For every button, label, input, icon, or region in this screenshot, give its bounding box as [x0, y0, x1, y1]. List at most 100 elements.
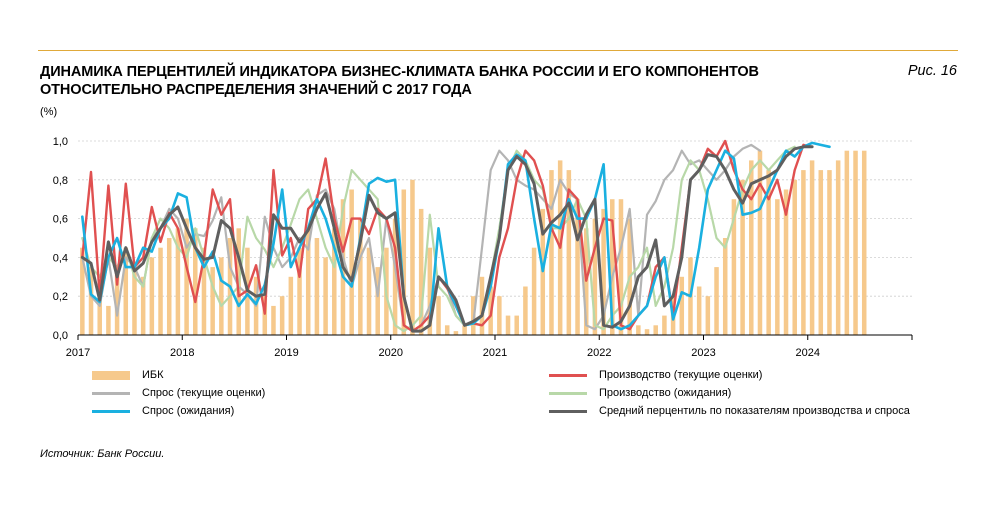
ibk-bar — [123, 247, 129, 335]
ibk-bar — [861, 150, 867, 335]
source-note: Источник: Банк России. — [40, 448, 165, 460]
ibk-bar — [549, 170, 554, 335]
ibk-bar — [271, 305, 276, 335]
legend-swatch-prod-expect — [549, 391, 587, 395]
legend-item-ibk: ИБК — [92, 369, 164, 381]
legend-label-demand-expect: Спрос (ожидания) — [142, 405, 235, 417]
y-tick-label: 0,8 — [53, 175, 68, 187]
x-tick-label: 2018 — [170, 347, 194, 359]
ibk-bar — [323, 257, 328, 335]
ibk-bar — [114, 267, 120, 335]
ibk-bar — [314, 238, 320, 335]
ibk-bar — [305, 228, 311, 335]
y-tick-label: 0,2 — [53, 291, 68, 303]
ibk-bars — [80, 150, 867, 335]
series-line-prod-expect — [81, 145, 796, 333]
ibk-bar — [505, 315, 511, 335]
ibk-bar — [210, 267, 215, 335]
ibk-bar — [149, 257, 155, 335]
series-line-average — [80, 145, 814, 333]
ibk-bar — [610, 199, 615, 335]
chart-title-line2: ОТНОСИТЕЛЬНО РАСПРЕДЕЛЕНИЯ ЗНАЧЕНИЙ С 20… — [40, 82, 472, 98]
legend-label-ibk: ИБК — [142, 369, 164, 381]
chart-title: ДИНАМИКА ПЕРЦЕНТИЛЕЙ ИНДИКАТОРА БИЗНЕС-К… — [40, 63, 840, 99]
ibk-bar — [575, 199, 580, 335]
legend-item-demand-current: Спрос (текущие оценки) — [92, 387, 265, 399]
series-line-prod-current — [81, 139, 814, 333]
legend-label-demand-current: Спрос (текущие оценки) — [142, 387, 266, 399]
legend-label-prod-expect: Производство (ожидания) — [599, 387, 732, 399]
ibk-bar — [158, 247, 163, 335]
ibk-bar — [332, 228, 337, 335]
y-tick-label: 0,6 — [53, 214, 68, 226]
ibk-bar — [166, 238, 172, 335]
x-tick-label: 2017 — [66, 347, 90, 359]
ibk-bar — [514, 315, 519, 335]
ibk-bar — [801, 170, 806, 335]
ibk-bar — [853, 150, 858, 335]
ibk-bar — [679, 276, 685, 335]
ibk-bar — [731, 199, 737, 335]
ibk-bar — [601, 208, 606, 335]
ibk-bar — [80, 247, 85, 335]
figure-label: Рис. 16 — [907, 63, 957, 79]
ibk-bar — [653, 325, 658, 335]
legend-label-average: Средний перцентиль по показателям произв… — [599, 405, 910, 417]
ibk-bar — [436, 296, 441, 335]
ibk-bar — [262, 296, 268, 335]
ibk-bar — [288, 276, 294, 335]
ibk-bar — [279, 296, 285, 335]
y-unit-label: (%) — [40, 106, 58, 118]
legend-swatch-prod-current — [549, 373, 587, 377]
x-tick-label: 2020 — [379, 347, 403, 359]
legend-item-demand-expect: Спрос (ожидания) — [92, 405, 234, 417]
legend-swatch-demand-expect — [92, 409, 130, 413]
ibk-bar — [662, 315, 667, 335]
legend-swatch-demand-current — [92, 391, 130, 395]
ibk-bar — [566, 170, 572, 335]
ibk-bar — [366, 247, 372, 335]
ibk-bar — [219, 257, 224, 335]
ibk-bar — [479, 276, 485, 335]
ibk-bar — [644, 329, 650, 335]
y-tick-label: 0,4 — [53, 252, 68, 264]
ibk-bar — [696, 286, 702, 335]
ibk-bar — [705, 296, 711, 335]
ibk-bar — [193, 228, 198, 335]
top-rule — [38, 50, 958, 51]
ibk-bar — [827, 170, 832, 335]
ibk-bar — [184, 218, 189, 335]
ibk-bar — [201, 247, 207, 335]
ibk-bar — [88, 267, 94, 335]
legend-item-average: Средний перцентиль по показателям произв… — [549, 405, 910, 417]
ibk-bar — [766, 170, 771, 335]
axes: 0,0 0,2 0,4 0,6 0,8 1,0 2017 2018 2019 2020 2021 20… — [53, 136, 913, 359]
ibk-bar — [140, 276, 146, 335]
y-tick-label: 1,0 — [53, 136, 68, 148]
legend-swatch-average — [549, 409, 587, 413]
chart-title-line1: ДИНАМИКА ПЕРЦЕНТИЛЕЙ ИНДИКАТОРА БИЗНЕС-К… — [40, 64, 759, 80]
ibk-bar — [835, 160, 841, 335]
ibk-bar — [618, 199, 624, 335]
ibk-bar — [392, 218, 398, 335]
ibk-bar — [106, 305, 111, 335]
ibk-bar — [722, 238, 728, 335]
ibk-bar — [97, 286, 102, 335]
ibk-bar — [809, 160, 815, 335]
ibk-bar — [592, 218, 598, 335]
ibk-bar — [462, 325, 467, 335]
ibk-bar — [349, 189, 354, 335]
ibk-bar — [783, 189, 789, 335]
x-tick-label: 2021 — [483, 347, 507, 359]
x-tick-label: 2024 — [796, 347, 820, 359]
ibk-bar — [410, 179, 415, 335]
x-tick-label: 2019 — [274, 347, 298, 359]
ibk-bar — [497, 296, 502, 335]
ibk-bar — [740, 179, 745, 335]
x-tick-label: 2022 — [587, 347, 611, 359]
ibk-bar — [749, 160, 754, 335]
ibk-bar — [401, 189, 407, 335]
ibk-bar — [358, 218, 363, 335]
ibk-bar — [297, 247, 302, 335]
